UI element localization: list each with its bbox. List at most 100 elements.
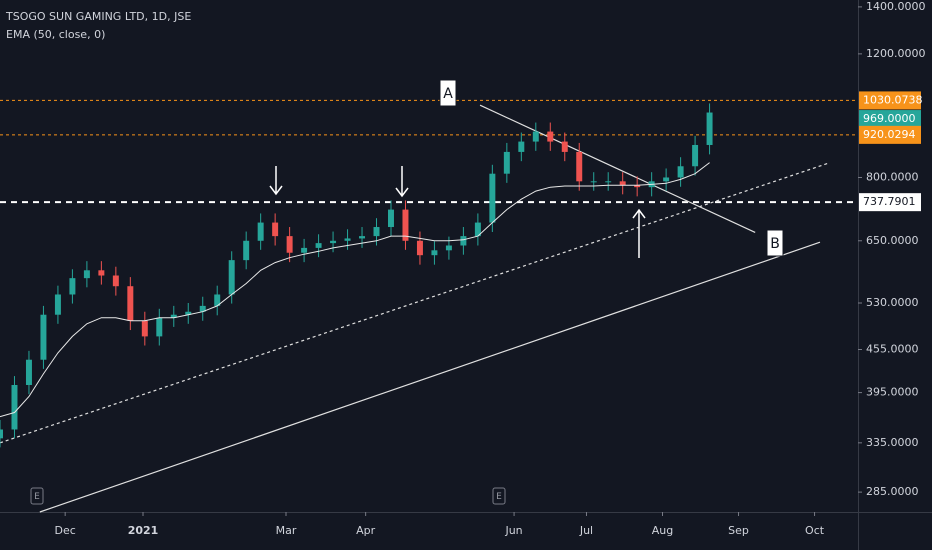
- candle: [315, 234, 322, 258]
- candle-body: [547, 131, 554, 142]
- candle: [112, 266, 119, 296]
- candle-body: [11, 384, 18, 430]
- candle-body: [576, 151, 583, 182]
- y-tick-label: 285.0000: [866, 485, 919, 498]
- candle: [359, 227, 366, 248]
- level-label: 920.0294: [863, 128, 916, 141]
- candle-body: [619, 181, 626, 186]
- candle: [286, 227, 293, 263]
- candle: [576, 142, 583, 191]
- candle-body: [69, 278, 76, 295]
- candle: [214, 285, 221, 316]
- candle: [141, 311, 148, 346]
- x-tick-label: 2021: [128, 524, 159, 537]
- candle: [330, 231, 337, 253]
- candle-body: [257, 222, 264, 241]
- candle: [416, 231, 423, 265]
- annotation: A: [443, 86, 453, 102]
- x-tick-label: Sep: [728, 524, 749, 537]
- chart-title: TSOGO SUN GAMING LTD, 1D, JSE: [5, 10, 191, 23]
- candle: [25, 350, 32, 395]
- candle-body: [518, 141, 525, 152]
- level-label-bg: [859, 125, 921, 144]
- candle-body: [228, 260, 235, 295]
- candle-body: [199, 305, 206, 312]
- y-tick-label: 455.0000: [866, 343, 919, 356]
- candle: [185, 302, 192, 324]
- candle: [460, 227, 467, 255]
- annotation: B: [770, 236, 780, 252]
- candle-body: [605, 181, 612, 183]
- level-label: 737.7901: [863, 195, 916, 208]
- candle: [663, 168, 670, 191]
- annotation-box: [766, 229, 784, 257]
- candle: [547, 122, 554, 151]
- trend-line: [39, 241, 821, 513]
- ema-line: [0, 162, 710, 418]
- candle-body: [590, 181, 597, 183]
- candle-body: [98, 270, 105, 276]
- candle-body: [214, 294, 221, 306]
- candle-body: [40, 314, 47, 360]
- candle-body: [141, 320, 148, 337]
- candle-body: [359, 236, 366, 239]
- candle-body: [185, 311, 192, 315]
- candle: [243, 231, 250, 270]
- candle-body: [677, 166, 684, 178]
- x-tick-label: Mar: [276, 524, 297, 537]
- candle: [605, 172, 612, 191]
- candle: [489, 164, 496, 232]
- candle-body: [706, 112, 713, 145]
- candle: [561, 132, 568, 162]
- y-tick-label: 650.0000: [866, 234, 919, 247]
- candle: [388, 200, 394, 237]
- candle: [156, 308, 163, 346]
- event-marker: E: [34, 492, 40, 502]
- trend-line: [0, 162, 830, 444]
- candle-body: [489, 173, 496, 223]
- candle: [301, 238, 308, 263]
- candle: [532, 122, 539, 151]
- y-tick-label: 1400.0000: [866, 0, 926, 13]
- candle: [98, 261, 105, 285]
- candle-body: [416, 240, 423, 256]
- event-marker-box: [492, 487, 506, 505]
- candle: [344, 229, 351, 250]
- candle: [706, 103, 713, 155]
- candle-body: [561, 141, 568, 152]
- candle-body: [83, 270, 90, 279]
- candle-body: [286, 236, 293, 253]
- candle: [402, 200, 409, 250]
- candle: [590, 172, 597, 191]
- arrows: [269, 166, 646, 258]
- candle-body: [503, 151, 510, 174]
- candle: [677, 157, 684, 187]
- candle: [170, 305, 177, 327]
- candle: [54, 285, 61, 324]
- candle-body: [474, 222, 481, 237]
- candle: [199, 296, 206, 321]
- level-label-bg: [859, 110, 921, 129]
- level-label: 1030.0738: [863, 93, 923, 106]
- candle-body: [692, 144, 699, 167]
- candle: [431, 241, 438, 265]
- x-tick-label: Aug: [652, 524, 673, 537]
- candle: [692, 135, 699, 176]
- candle: [634, 176, 641, 197]
- candle: [0, 420, 3, 448]
- x-tick-label: Jun: [504, 524, 522, 537]
- candle-body: [112, 275, 119, 287]
- candle-body: [460, 236, 467, 246]
- candle: [272, 213, 279, 246]
- level-label-bg: [859, 91, 921, 110]
- y-tick-label: 335.0000: [866, 436, 919, 449]
- candle-body: [663, 177, 670, 182]
- candle-body: [388, 209, 394, 228]
- candle-body: [532, 131, 539, 142]
- candle: [69, 269, 76, 304]
- candle-body: [25, 359, 32, 385]
- candle-body: [330, 240, 337, 244]
